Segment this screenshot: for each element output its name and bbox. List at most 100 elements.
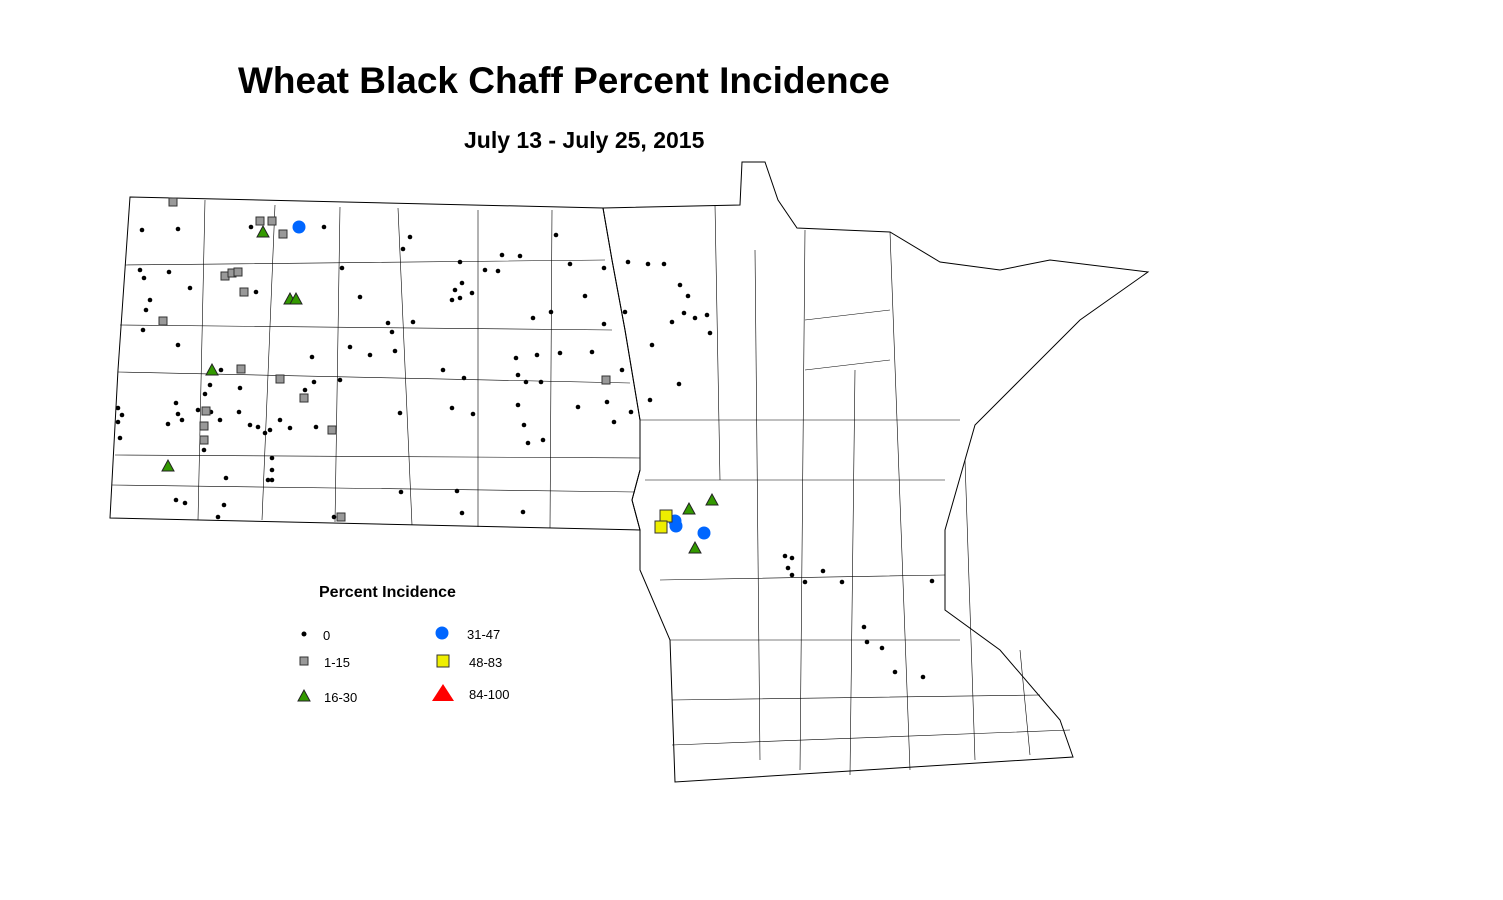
- point-0: [311, 379, 317, 385]
- point-0: [331, 514, 337, 520]
- point-0: [625, 259, 631, 265]
- point-0: [140, 327, 146, 333]
- point-0: [175, 411, 181, 417]
- point-0: [459, 280, 465, 286]
- state-minnesota: [602, 161, 1150, 783]
- point-0: [601, 321, 607, 327]
- point-0: [175, 342, 181, 348]
- point-0: [515, 372, 521, 378]
- point-0: [449, 297, 455, 303]
- point-16-30: [705, 492, 719, 506]
- point-0: [879, 645, 885, 651]
- point-1-15: [199, 435, 209, 445]
- point-0: [459, 510, 465, 516]
- point-0: [611, 419, 617, 425]
- point-0: [589, 349, 595, 355]
- legend-label: 31-47: [467, 627, 501, 642]
- point-0: [357, 294, 363, 300]
- point-0: [398, 489, 404, 495]
- point-0: [410, 319, 416, 325]
- legend-label: 0: [323, 628, 331, 643]
- point-0: [789, 555, 795, 561]
- point-0: [207, 382, 213, 388]
- point-0: [407, 234, 413, 240]
- point-1-15: [168, 197, 178, 207]
- point-1-15: [233, 267, 243, 277]
- legend-label: 84-100: [469, 687, 510, 702]
- map-title: Wheat Black Chaff Percent Incidence: [238, 60, 890, 101]
- legend-square-yellow-icon: [436, 654, 450, 668]
- point-0: [339, 265, 345, 271]
- point-0: [454, 488, 460, 494]
- point-1-15: [275, 374, 285, 384]
- point-1-15: [299, 393, 309, 403]
- point-0: [175, 226, 181, 232]
- survey-points: [115, 197, 935, 680]
- point-0: [117, 435, 123, 441]
- point-1-15: [199, 421, 209, 431]
- point-1-15: [267, 216, 277, 226]
- state-north-dakota: [109, 196, 641, 531]
- point-0: [173, 400, 179, 406]
- point-0: [601, 265, 607, 271]
- point-0: [223, 475, 229, 481]
- point-0: [139, 227, 145, 233]
- point-48-83: [659, 509, 673, 523]
- point-0: [540, 437, 546, 443]
- legend-dot-icon: [301, 631, 307, 637]
- point-0: [785, 565, 791, 571]
- point-0: [457, 295, 463, 301]
- point-0: [521, 422, 527, 428]
- point-0: [187, 285, 193, 291]
- point-0: [389, 329, 395, 335]
- point-1-15: [336, 512, 346, 522]
- point-0: [892, 669, 898, 675]
- point-16-30: [256, 224, 270, 238]
- point-0: [337, 377, 343, 383]
- point-0: [649, 342, 655, 348]
- point-0: [681, 310, 687, 316]
- point-1-15: [201, 406, 211, 416]
- point-0: [255, 424, 261, 430]
- point-16-30: [682, 501, 696, 515]
- point-0: [647, 397, 653, 403]
- point-0: [179, 417, 185, 423]
- point-0: [277, 417, 283, 423]
- point-0: [367, 352, 373, 358]
- point-0: [392, 348, 398, 354]
- point-0: [147, 297, 153, 303]
- point-0: [267, 427, 273, 433]
- legend-label: 1-15: [324, 655, 351, 670]
- point-0: [582, 293, 588, 299]
- point-0: [645, 261, 651, 267]
- point-0: [269, 477, 275, 483]
- point-0: [622, 309, 628, 315]
- point-0: [548, 309, 554, 315]
- point-0: [247, 422, 253, 428]
- point-0: [440, 367, 446, 373]
- point-0: [217, 417, 223, 423]
- point-1-15: [236, 364, 246, 374]
- point-0: [782, 553, 788, 559]
- point-0: [262, 430, 268, 436]
- point-0: [269, 467, 275, 473]
- point-1-15: [601, 375, 611, 385]
- point-0: [269, 455, 275, 461]
- point-0: [839, 579, 845, 585]
- point-0: [202, 391, 208, 397]
- legend-title: Percent Incidence: [319, 584, 456, 601]
- point-16-30: [161, 458, 175, 472]
- point-0: [929, 578, 935, 584]
- point-0: [513, 355, 519, 361]
- point-0: [309, 354, 315, 360]
- point-0: [457, 259, 463, 265]
- legend-triangle-red-icon: [432, 684, 454, 701]
- point-0: [677, 282, 683, 288]
- point-0: [302, 387, 308, 393]
- county-lines: [111, 199, 1071, 776]
- point-0: [195, 407, 201, 413]
- point-0: [347, 344, 353, 350]
- point-0: [534, 352, 540, 358]
- point-0: [461, 375, 467, 381]
- point-0: [499, 252, 505, 258]
